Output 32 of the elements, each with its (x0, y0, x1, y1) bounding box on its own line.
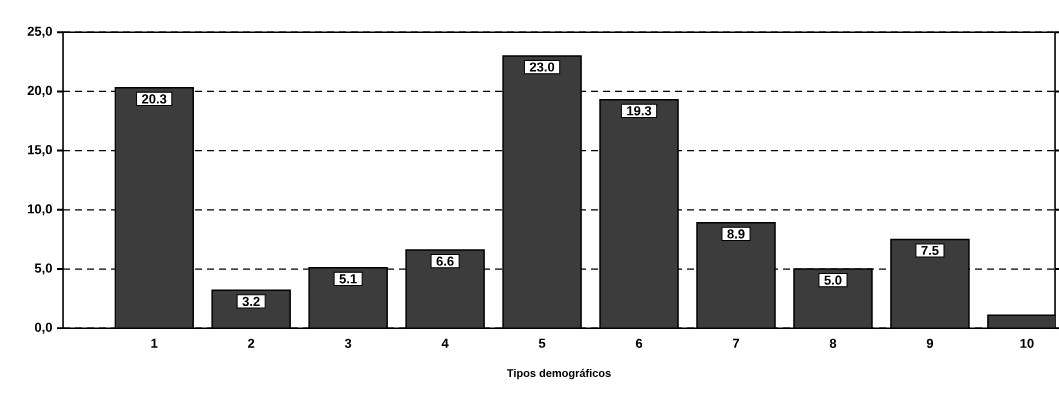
data-label: 5.1 (339, 274, 357, 284)
x-tick-label: 5 (538, 338, 546, 348)
y-tick-label: 5,0 (34, 263, 52, 275)
y-tick-label: 20,0 (27, 85, 52, 97)
bar (697, 222, 776, 329)
x-tick-label: 10 (1020, 338, 1034, 348)
x-tick-label: 1 (151, 338, 158, 348)
data-label: 8.9 (727, 229, 745, 239)
data-label: 3.2 (242, 296, 260, 307)
x-tick-label: 8 (829, 338, 837, 348)
x-tick-label: 2 (247, 338, 255, 348)
data-label: 19.3 (627, 106, 652, 116)
y-tick-label: 10,0 (28, 204, 52, 216)
bar (503, 55, 582, 329)
x-tick-label: 4 (441, 338, 449, 348)
x-tick-label: 9 (926, 338, 934, 348)
data-label: 7.5 (921, 245, 939, 255)
x-tick-label: 7 (732, 338, 740, 348)
bar (406, 250, 485, 329)
y-tick-label: 15,0 (28, 145, 52, 157)
bar (890, 239, 969, 329)
y-tick-label: 25,0 (27, 26, 52, 38)
bar (115, 87, 194, 329)
y-tick-label: 0,0 (34, 322, 52, 334)
x-axis-title: Tipos demográficos (507, 368, 611, 380)
x-tick-label: 6 (635, 338, 643, 348)
bar (600, 99, 679, 329)
data-label: 5.0 (824, 275, 842, 285)
data-label: 6.6 (436, 256, 454, 266)
x-tick-label: 3 (344, 338, 352, 348)
data-label: 20.3 (141, 94, 167, 104)
data-label: 23.0 (529, 62, 555, 72)
